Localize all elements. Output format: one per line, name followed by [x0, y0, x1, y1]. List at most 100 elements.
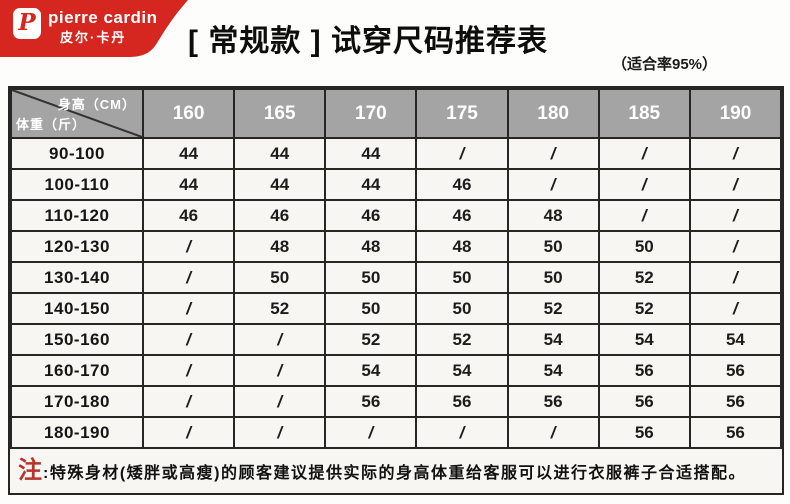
- size-cell: 46: [415, 199, 509, 232]
- size-chart-sheet: 身高（CM） 体重（斤） 160 165 170 175 180 185 190 90-10…: [8, 86, 784, 495]
- fit-rate-subtitle: （适合率95%）: [612, 56, 718, 73]
- size-cell: 44: [233, 168, 327, 201]
- size-cell: 48: [233, 230, 327, 263]
- note-box: 注 :特殊身材(矮胖或高瘦)的顾客建议提供实际的身高体重给客服可以进行衣服裤子合…: [10, 449, 782, 493]
- table-row: 180-190// / //56 56: [10, 416, 783, 449]
- table-row: 140-150/52 50 50 52 52/: [10, 292, 783, 325]
- brand-name: pierre cardin: [48, 8, 158, 27]
- header-row: 身高（CM） 体重（斤） 160 165 170 175 180 185 190: [10, 88, 783, 139]
- size-cell: /: [324, 416, 418, 449]
- size-cell: 50: [506, 261, 600, 294]
- size-cell: 56: [415, 385, 509, 418]
- size-cell: /: [688, 199, 783, 232]
- size-cell: 52: [597, 261, 691, 294]
- size-cell: 54: [506, 354, 600, 387]
- height-header: 180: [506, 88, 600, 139]
- size-cell: /: [597, 137, 691, 170]
- weight-axis-label: 体重（斤）: [16, 117, 87, 132]
- size-cell: 44: [141, 137, 236, 170]
- size-cell: 48: [506, 199, 600, 232]
- weight-range: 170-180: [10, 385, 144, 418]
- height-header: 175: [415, 88, 509, 139]
- weight-range: 160-170: [10, 354, 144, 387]
- page-title: [ 常规款 ] 试穿尺码推荐表: [188, 25, 548, 58]
- size-cell: 50: [415, 292, 509, 325]
- brand-name-cn: 皮尔·卡丹: [60, 30, 127, 45]
- size-cell: 50: [233, 261, 327, 294]
- size-cell: /: [233, 416, 327, 449]
- size-cell: /: [597, 199, 691, 232]
- size-cell: /: [597, 168, 691, 201]
- height-header: 160: [141, 88, 236, 139]
- table-row: 130-140/50 50 50 50 52/: [10, 261, 783, 294]
- size-cell: 54: [324, 354, 418, 387]
- size-cell: 56: [688, 416, 783, 449]
- size-cell: /: [415, 137, 509, 170]
- weight-range: 150-160: [10, 323, 144, 356]
- size-cell: 50: [597, 230, 691, 263]
- weight-range: 90-100: [10, 137, 144, 170]
- height-header: 190: [688, 88, 783, 139]
- note-prefix: 注: [18, 457, 42, 484]
- size-cell: /: [141, 261, 236, 294]
- size-cell: /: [688, 168, 783, 201]
- size-cell: 44: [233, 137, 327, 170]
- weight-range: 140-150: [10, 292, 144, 325]
- size-cell: 44: [324, 137, 418, 170]
- size-cell: /: [141, 385, 236, 418]
- brand-banner: P pierre cardin 皮尔·卡丹: [0, 0, 200, 58]
- weight-range: 130-140: [10, 261, 144, 294]
- size-cell: 52: [415, 323, 509, 356]
- size-cell: /: [141, 230, 236, 263]
- height-header: 165: [233, 88, 327, 139]
- height-axis-label: 身高（CM）: [57, 97, 136, 112]
- size-table: 身高（CM） 体重（斤） 160 165 170 175 180 185 190 90-10…: [10, 88, 783, 449]
- size-cell: /: [688, 137, 783, 170]
- size-cell: /: [688, 230, 783, 263]
- weight-range: 180-190: [10, 416, 144, 449]
- corner-cell: 身高（CM） 体重（斤）: [10, 88, 144, 139]
- size-cell: 52: [233, 292, 327, 325]
- size-cell: /: [506, 137, 600, 170]
- pierre-cardin-logo-icon: P: [13, 8, 41, 39]
- size-cell: 50: [324, 261, 418, 294]
- size-cell: /: [141, 323, 236, 356]
- table-row: 150-160//52 52 54 54 54: [10, 323, 783, 356]
- diagonal-divider: [12, 90, 142, 137]
- size-cell: 56: [324, 385, 418, 418]
- weight-range: 110-120: [10, 199, 144, 232]
- size-cell: 54: [506, 323, 600, 356]
- size-cell: /: [233, 385, 327, 418]
- size-cell: 54: [688, 323, 783, 356]
- weight-range: 120-130: [10, 230, 144, 263]
- weight-range: 100-110: [10, 168, 144, 201]
- height-header: 170: [324, 88, 418, 139]
- size-cell: /: [415, 416, 509, 449]
- size-cell: 54: [415, 354, 509, 387]
- size-cell: 52: [597, 292, 691, 325]
- note-text: :特殊身材(矮胖或高瘦)的顾客建议提供实际的身高体重给客服可以进行衣服裤子合适搭…: [43, 465, 746, 482]
- size-cell: 52: [324, 323, 418, 356]
- size-cell: 46: [141, 199, 236, 232]
- size-cell: /: [141, 354, 236, 387]
- size-cell: 56: [597, 354, 691, 387]
- size-cell: 54: [597, 323, 691, 356]
- size-cell: 50: [324, 292, 418, 325]
- size-cell: /: [141, 416, 236, 449]
- size-cell: /: [141, 292, 236, 325]
- size-cell: 46: [233, 199, 327, 232]
- size-cell: 48: [324, 230, 418, 263]
- size-cell: /: [688, 261, 783, 294]
- brand-monogram: P: [18, 9, 36, 36]
- size-cell: 50: [506, 230, 600, 263]
- size-cell: 44: [324, 168, 418, 201]
- size-cell: 56: [688, 385, 783, 418]
- size-cell: 46: [415, 168, 509, 201]
- table-row: 120-130/48 48 48 50 50/: [10, 230, 783, 263]
- size-cell: 48: [415, 230, 509, 263]
- size-cell: /: [233, 354, 327, 387]
- brand-banner-path: [0, 0, 188, 57]
- brand-banner-shape: [0, 0, 188, 57]
- table-body: 90-100 44 44 44// //100-110 44 44 44 46///110-12…: [10, 137, 783, 449]
- size-cell: /: [506, 168, 600, 201]
